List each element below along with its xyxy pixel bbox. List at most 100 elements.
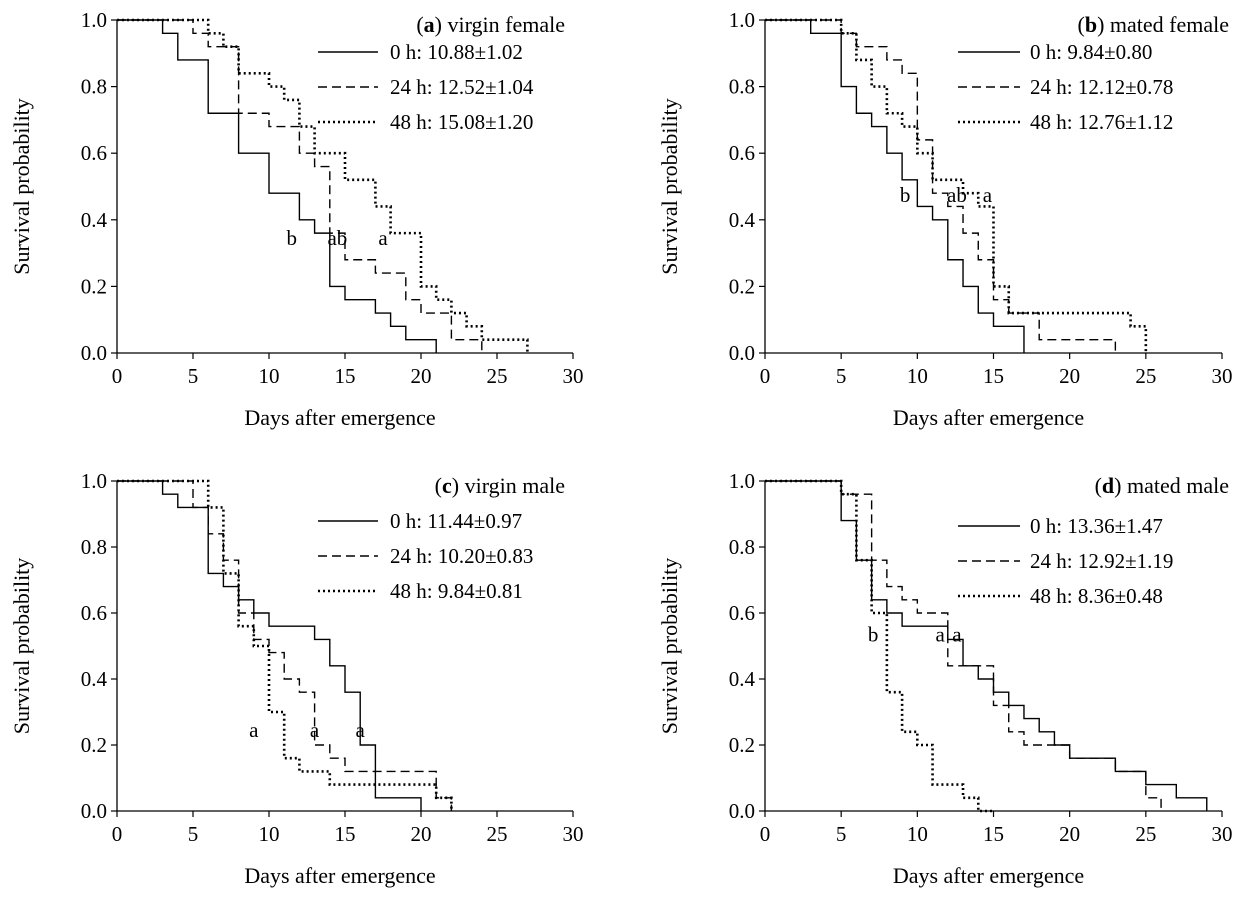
x-tick-label: 30 bbox=[1212, 364, 1233, 388]
y-tick-label: 0.0 bbox=[81, 799, 107, 823]
x-axis-title: Days after emergence bbox=[244, 863, 435, 888]
significance-label: ab bbox=[327, 226, 347, 250]
significance-label: a bbox=[356, 718, 366, 742]
x-tick-label: 25 bbox=[487, 822, 508, 846]
x-tick-label: 10 bbox=[259, 364, 280, 388]
series-line-24h bbox=[765, 19, 1117, 353]
significance-label: a bbox=[952, 622, 962, 646]
panel-b: 0 5 10 15 20 25 30 0.0 0.2 0.4 0.6 0.8 1.0 Days after… bbox=[657, 8, 1233, 430]
y-tick-label: 0.0 bbox=[729, 799, 755, 823]
y-tick-label: 0.4 bbox=[81, 667, 108, 691]
series-line-48h bbox=[765, 479, 994, 813]
y-tick-label: 0.2 bbox=[729, 274, 755, 298]
legend-label: 0 h: 10.88±1.02 bbox=[390, 40, 523, 64]
series-line-48h bbox=[117, 479, 453, 811]
series-line-0h bbox=[117, 19, 437, 353]
y-tick-label: 0.6 bbox=[81, 141, 107, 165]
panel-d: 0 5 10 15 20 25 30 0.0 0.2 0.4 0.6 0.8 1.0 Days after… bbox=[657, 469, 1233, 888]
panel-title: (d) mated male bbox=[1095, 473, 1229, 498]
panel-a: 0 5 10 15 20 25 30 0.0 0.2 0.4 0.6 0.8 1.0 Days after… bbox=[9, 8, 584, 430]
x-tick-label: 5 bbox=[836, 364, 847, 388]
series-line-24h bbox=[117, 19, 483, 353]
significance-label: b bbox=[287, 226, 298, 250]
legend-label: 0 h: 11.44±0.97 bbox=[390, 509, 522, 533]
y-tick-label: 0.6 bbox=[729, 141, 755, 165]
legend-label: 0 h: 9.84±0.80 bbox=[1030, 40, 1152, 64]
significance-label: a bbox=[936, 622, 946, 646]
x-tick-label: 0 bbox=[112, 364, 123, 388]
x-tick-label: 15 bbox=[983, 364, 1004, 388]
y-tick-label: 1.0 bbox=[729, 8, 755, 32]
legend-label: 0 h: 13.36±1.47 bbox=[1030, 514, 1163, 538]
x-tick-label: 5 bbox=[836, 822, 847, 846]
x-tick-label: 20 bbox=[1059, 822, 1080, 846]
significance-label: a bbox=[249, 718, 259, 742]
legend-label: 48 h: 8.36±0.48 bbox=[1030, 584, 1163, 608]
significance-label: a bbox=[310, 718, 320, 742]
y-tick-label: 0.6 bbox=[729, 601, 755, 625]
legend-label: 48 h: 9.84±0.81 bbox=[390, 579, 523, 603]
y-tick-label: 0.2 bbox=[81, 274, 107, 298]
significance-label: a bbox=[983, 183, 993, 207]
panel-title: (c) virgin male bbox=[435, 473, 565, 498]
y-tick-label: 0.4 bbox=[729, 208, 756, 232]
panel-title: (b) mated female bbox=[1077, 12, 1229, 37]
significance-label: b bbox=[868, 622, 879, 646]
y-tick-label: 0.4 bbox=[81, 208, 108, 232]
x-axis-title: Days after emergence bbox=[244, 405, 435, 430]
y-tick-label: 0.2 bbox=[81, 733, 107, 757]
y-tick-label: 0.0 bbox=[81, 341, 107, 365]
y-tick-label: 0.8 bbox=[81, 75, 107, 99]
x-tick-label: 30 bbox=[563, 364, 584, 388]
panel-title: (a) virgin female bbox=[416, 12, 565, 37]
significance-label: a bbox=[378, 226, 388, 250]
series-line-48h bbox=[117, 18, 529, 353]
x-axis-title: Days after emergence bbox=[893, 863, 1084, 888]
x-tick-label: 15 bbox=[983, 822, 1004, 846]
x-tick-label: 10 bbox=[259, 822, 280, 846]
legend-label: 24 h: 12.52±1.04 bbox=[390, 75, 534, 99]
x-tick-label: 25 bbox=[1135, 364, 1156, 388]
y-tick-label: 0.4 bbox=[729, 667, 756, 691]
y-tick-label: 0.8 bbox=[81, 535, 107, 559]
x-tick-label: 30 bbox=[1212, 822, 1233, 846]
x-tick-label: 25 bbox=[487, 364, 508, 388]
y-axis-title: Survival probability bbox=[9, 558, 34, 735]
x-axis-title: Days after emergence bbox=[893, 405, 1084, 430]
y-axis-title: Survival probability bbox=[657, 98, 682, 275]
y-axis-title: Survival probability bbox=[9, 98, 34, 275]
x-tick-label: 10 bbox=[907, 822, 928, 846]
x-tick-label: 0 bbox=[112, 822, 123, 846]
significance-label: ab bbox=[947, 183, 967, 207]
series-line-24h bbox=[117, 480, 453, 811]
x-tick-label: 15 bbox=[335, 822, 356, 846]
series-line-0h bbox=[765, 19, 1025, 353]
x-tick-label: 20 bbox=[411, 364, 432, 388]
legend-label: 24 h: 12.92±1.19 bbox=[1030, 549, 1173, 573]
y-tick-label: 1.0 bbox=[729, 469, 755, 493]
y-axis-title: Survival probability bbox=[657, 558, 682, 735]
x-tick-label: 0 bbox=[760, 364, 771, 388]
y-tick-label: 1.0 bbox=[81, 469, 107, 493]
x-tick-label: 25 bbox=[1135, 822, 1156, 846]
y-tick-label: 0.8 bbox=[729, 75, 755, 99]
y-tick-label: 0.2 bbox=[729, 733, 755, 757]
y-tick-label: 1.0 bbox=[81, 8, 107, 32]
y-tick-label: 0.0 bbox=[729, 341, 755, 365]
y-tick-label: 0.6 bbox=[81, 601, 107, 625]
x-tick-label: 5 bbox=[188, 364, 199, 388]
x-tick-label: 10 bbox=[907, 364, 928, 388]
y-tick-label: 0.8 bbox=[729, 535, 755, 559]
legend-label: 24 h: 12.12±0.78 bbox=[1030, 75, 1173, 99]
legend-label: 24 h: 10.20±0.83 bbox=[390, 544, 533, 568]
significance-label: b bbox=[900, 183, 911, 207]
x-tick-label: 20 bbox=[1059, 364, 1080, 388]
x-tick-label: 30 bbox=[563, 822, 584, 846]
legend-label: 48 h: 12.76±1.12 bbox=[1030, 110, 1173, 134]
series-line-0h bbox=[765, 480, 1208, 811]
x-tick-label: 5 bbox=[188, 822, 199, 846]
legend-label: 48 h: 15.08±1.20 bbox=[390, 110, 533, 134]
x-tick-label: 0 bbox=[760, 822, 771, 846]
panel-c: 0 5 10 15 20 25 30 0.0 0.2 0.4 0.6 0.8 1.0 Days after… bbox=[9, 469, 584, 888]
